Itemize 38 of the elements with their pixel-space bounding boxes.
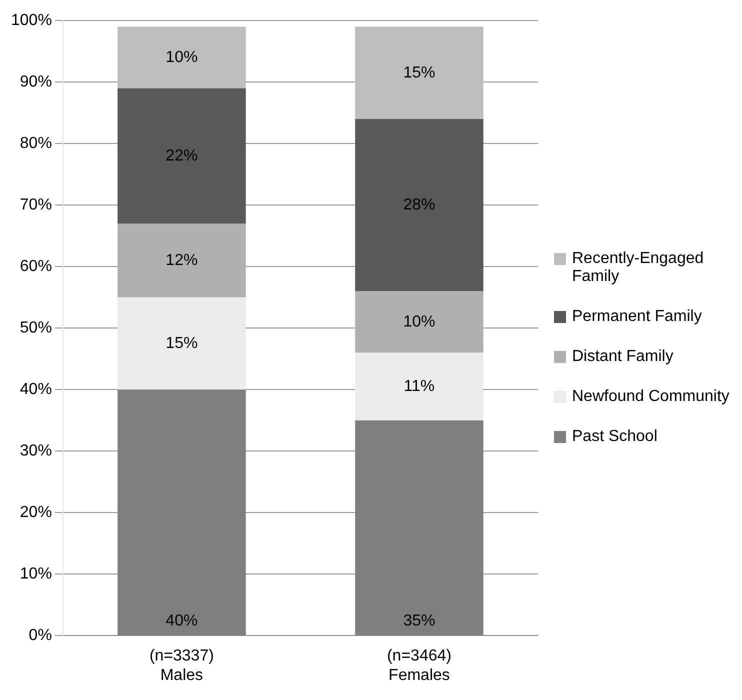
bar: [355, 119, 484, 292]
legend-label: Permanent Family: [572, 308, 702, 326]
bar: [355, 291, 484, 353]
y-tick-label: 20%: [20, 504, 52, 522]
y-tick-label: 10%: [20, 566, 52, 583]
legend-label: Past School: [572, 428, 658, 446]
bar: [118, 224, 246, 298]
y-tick-label: 80%: [20, 135, 52, 152]
data-label: 15%: [403, 64, 436, 82]
y-tick-label: 90%: [20, 74, 52, 91]
bar: [118, 88, 246, 224]
data-label: 22%: [166, 147, 198, 164]
bar: [118, 297, 246, 390]
y-tick-label: 50%: [20, 320, 52, 337]
x-tick-label: (n=3337) Males: [149, 648, 214, 684]
y-tick-label: 30%: [20, 442, 52, 460]
data-label: 12%: [166, 252, 198, 269]
x-tick-label: (n=3464) Females: [386, 648, 452, 684]
data-label: 15%: [166, 334, 198, 352]
legend-label: Distant Family: [572, 348, 674, 366]
bar: [355, 26, 484, 119]
data-label: 35%: [403, 612, 436, 630]
data-label: 10%: [166, 48, 198, 66]
data-label: 28%: [403, 196, 436, 214]
bar: [355, 352, 484, 420]
bar: [355, 420, 484, 636]
y-tick-label: 40%: [20, 381, 52, 398]
legend-label: Recently-Engaged Family: [572, 250, 705, 286]
bar: [118, 26, 246, 88]
y-tick-label: 100%: [11, 12, 52, 30]
y-tick-label: 0%: [28, 627, 52, 644]
y-tick-label: 70%: [20, 196, 52, 214]
data-label: 11%: [404, 378, 435, 395]
data-label: 10%: [403, 313, 436, 330]
legend-label: Newfound Community: [572, 388, 730, 406]
y-tick-label: 60%: [20, 258, 52, 276]
bar: [118, 390, 246, 636]
data-label: 40%: [166, 612, 198, 630]
